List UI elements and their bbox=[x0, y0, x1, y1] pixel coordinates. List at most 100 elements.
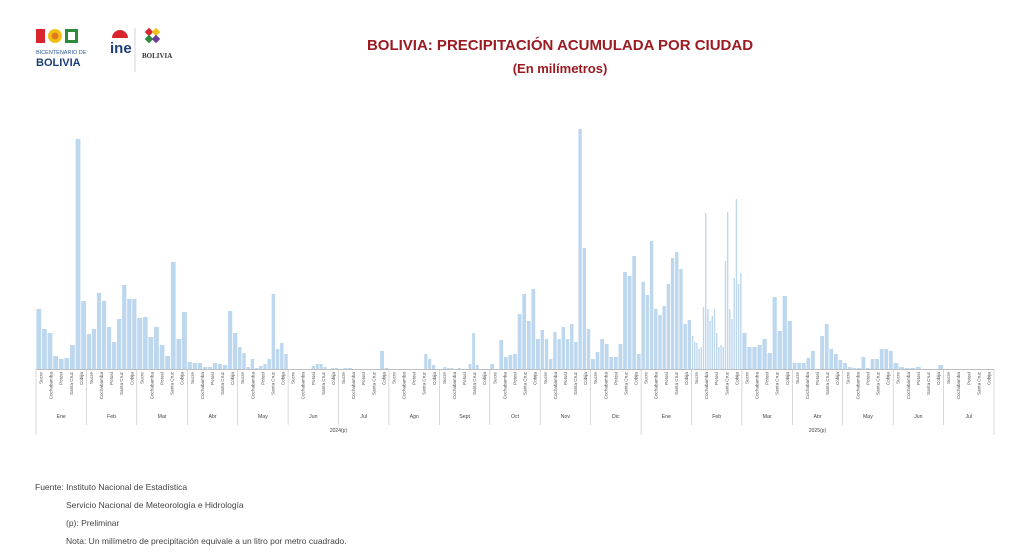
city-tick-label: Cochabamba bbox=[553, 372, 558, 400]
data-bar bbox=[526, 321, 531, 369]
city-tick-label: Sucre bbox=[39, 372, 44, 384]
data-bar bbox=[142, 317, 148, 369]
data-bar bbox=[595, 352, 600, 369]
city-tick-label: Cochabamba bbox=[250, 372, 255, 400]
data-bar bbox=[726, 212, 729, 369]
data-bar bbox=[428, 359, 432, 369]
data-bar bbox=[242, 353, 246, 369]
data-bar bbox=[197, 363, 202, 369]
city-tick-label: Cobija bbox=[381, 372, 386, 385]
data-bar bbox=[806, 358, 811, 369]
city-tick-label: Cochabamba bbox=[654, 372, 659, 400]
data-bar bbox=[259, 366, 263, 369]
data-bar bbox=[777, 331, 782, 369]
data-bar bbox=[212, 363, 218, 369]
data-bar bbox=[323, 367, 327, 369]
year-label: 2025(p) bbox=[809, 428, 827, 434]
city-tick-label: Sucre bbox=[593, 372, 598, 384]
city-tick-label: Potosí bbox=[613, 371, 618, 385]
data-bar bbox=[499, 340, 504, 369]
data-bar bbox=[517, 314, 522, 369]
data-bar bbox=[228, 311, 233, 369]
data-bar bbox=[207, 367, 213, 369]
data-bar bbox=[700, 347, 703, 369]
city-tick-label: Santa Cruz bbox=[69, 371, 74, 395]
city-tick-label: Cobija bbox=[936, 372, 941, 385]
data-bar bbox=[443, 367, 447, 369]
data-bar bbox=[182, 312, 187, 369]
city-tick-label: Cobija bbox=[987, 372, 992, 385]
city-tick-label: Sucre bbox=[492, 372, 497, 384]
data-bar bbox=[570, 324, 574, 369]
data-bar bbox=[852, 368, 857, 369]
data-bar bbox=[724, 261, 727, 369]
data-bar bbox=[675, 252, 679, 369]
data-bar bbox=[170, 262, 176, 369]
city-tick-label: Cobija bbox=[432, 372, 437, 385]
data-bar bbox=[250, 359, 255, 369]
city-tick-label: Potosí bbox=[563, 371, 568, 385]
data-bar bbox=[553, 332, 557, 369]
chart-subtitle: (En milímetros) bbox=[512, 61, 608, 76]
city-tick-label: Potosí bbox=[765, 371, 770, 385]
month-label: Oct bbox=[511, 414, 520, 420]
city-tick-label: Cobija bbox=[835, 372, 840, 385]
data-bar bbox=[737, 284, 740, 369]
data-bar bbox=[709, 321, 711, 369]
data-bar bbox=[879, 349, 884, 369]
data-bar bbox=[578, 129, 582, 369]
data-bar bbox=[457, 368, 461, 369]
data-bar bbox=[531, 289, 536, 369]
city-tick-label: Cobija bbox=[583, 372, 588, 385]
data-bar bbox=[662, 306, 666, 369]
data-bar bbox=[271, 294, 276, 369]
data-bar bbox=[740, 273, 742, 369]
city-tick-label: Cochabamba bbox=[351, 372, 356, 400]
city-tick-label: Santa Cruz bbox=[623, 371, 628, 395]
data-bar bbox=[641, 282, 645, 369]
city-tick-label: Santa Cruz bbox=[422, 371, 427, 395]
city-tick-label: Potosí bbox=[311, 371, 316, 385]
ine-logo: ine bbox=[110, 30, 132, 57]
data-bar bbox=[47, 333, 53, 369]
data-bar bbox=[698, 349, 700, 369]
city-tick-label: Potosí bbox=[664, 371, 669, 385]
data-bar bbox=[522, 294, 527, 369]
data-bar bbox=[843, 363, 847, 369]
city-tick-label: Santa Cruz bbox=[472, 371, 477, 395]
data-bar bbox=[132, 299, 137, 369]
city-tick-label: Potosí bbox=[160, 371, 165, 385]
unit-note: Nota: Un milímetro de precipitación equi… bbox=[66, 536, 347, 546]
data-bar bbox=[729, 309, 731, 369]
precipitation-chart: Sucre Cochabamba Potosí Santa Cruz Cobija Ene… bbox=[35, 129, 995, 435]
month-label: Jul bbox=[360, 414, 367, 420]
data-bar bbox=[331, 368, 335, 369]
month-label: Nov bbox=[561, 414, 571, 420]
data-bar bbox=[811, 351, 815, 369]
city-tick-label: Sucre bbox=[644, 372, 649, 384]
data-bar bbox=[192, 363, 197, 369]
data-bar bbox=[683, 324, 687, 369]
city-tick-label: Cochabamba bbox=[150, 372, 155, 400]
city-tick-label: Cochabamba bbox=[755, 372, 760, 400]
city-tick-label: Potosí bbox=[260, 371, 265, 385]
data-bar bbox=[574, 342, 578, 369]
data-bar bbox=[343, 368, 348, 369]
data-bar bbox=[176, 339, 182, 369]
city-tick-label: Potosí bbox=[714, 371, 719, 385]
data-bar bbox=[915, 367, 921, 369]
data-bar bbox=[679, 269, 683, 369]
city-tick-label: Sucre bbox=[139, 372, 144, 384]
state-bolivia-text: BOLIVIA bbox=[142, 52, 172, 60]
city-tick-label: Santa Cruz bbox=[724, 371, 729, 395]
city-tick-label: Cobija bbox=[331, 372, 336, 385]
month-label: Sept bbox=[459, 414, 470, 420]
city-tick-label: Sucre bbox=[744, 372, 749, 384]
data-bar bbox=[604, 344, 609, 369]
ine-logo-text: ine bbox=[110, 40, 132, 57]
data-bar bbox=[847, 367, 852, 369]
data-bar bbox=[202, 367, 208, 369]
data-bar bbox=[53, 356, 59, 369]
data-bar bbox=[468, 364, 472, 369]
city-tick-label: Cochabamba bbox=[402, 372, 407, 400]
